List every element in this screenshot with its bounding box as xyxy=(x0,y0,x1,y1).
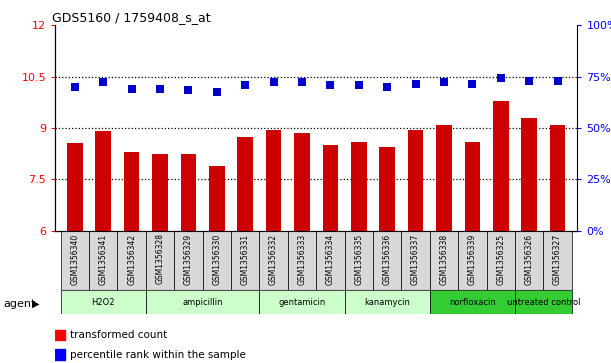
Bar xyxy=(294,133,310,231)
Point xyxy=(552,78,562,84)
Point xyxy=(70,84,80,90)
Bar xyxy=(345,290,430,314)
Bar xyxy=(174,231,203,290)
Bar xyxy=(373,231,401,290)
Bar xyxy=(266,130,282,231)
Bar xyxy=(493,101,508,231)
Point xyxy=(467,81,477,86)
Text: gentamicin: gentamicin xyxy=(279,298,326,307)
Bar xyxy=(521,118,537,231)
Point xyxy=(212,89,222,95)
Text: GSM1356328: GSM1356328 xyxy=(156,233,164,285)
Text: GSM1356327: GSM1356327 xyxy=(553,233,562,285)
Point xyxy=(439,79,449,85)
Bar xyxy=(89,231,117,290)
Bar xyxy=(55,330,65,340)
Text: GSM1356334: GSM1356334 xyxy=(326,233,335,285)
Bar xyxy=(152,154,168,231)
Bar xyxy=(486,231,515,290)
Text: GSM1356342: GSM1356342 xyxy=(127,233,136,285)
Point xyxy=(297,79,307,85)
Bar xyxy=(515,290,572,314)
Bar xyxy=(430,290,515,314)
Text: ampicillin: ampicillin xyxy=(182,298,223,307)
Bar xyxy=(124,152,139,231)
Bar xyxy=(458,231,486,290)
Bar xyxy=(55,349,65,360)
Point xyxy=(240,82,250,88)
Text: GSM1356326: GSM1356326 xyxy=(525,233,533,285)
Text: GSM1356333: GSM1356333 xyxy=(298,233,307,285)
Bar xyxy=(543,231,572,290)
Bar xyxy=(146,290,260,314)
Bar xyxy=(260,290,345,314)
Bar xyxy=(288,231,316,290)
Point xyxy=(524,78,534,84)
Text: kanamycin: kanamycin xyxy=(364,298,410,307)
Text: GSM1356332: GSM1356332 xyxy=(269,233,278,285)
Bar xyxy=(60,231,89,290)
Text: GSM1356325: GSM1356325 xyxy=(496,233,505,285)
Bar xyxy=(550,125,565,231)
Bar xyxy=(351,142,367,231)
Point xyxy=(411,81,420,86)
Bar xyxy=(238,136,253,231)
Text: ▶: ▶ xyxy=(32,299,39,309)
Point xyxy=(354,82,364,88)
Bar xyxy=(515,231,543,290)
Text: GSM1356341: GSM1356341 xyxy=(99,233,108,285)
Text: GSM1356338: GSM1356338 xyxy=(439,233,448,285)
Text: GSM1356337: GSM1356337 xyxy=(411,233,420,285)
Bar xyxy=(464,142,480,231)
Text: agent: agent xyxy=(3,299,35,309)
Bar xyxy=(209,166,225,231)
Bar xyxy=(60,290,146,314)
Bar xyxy=(117,231,146,290)
Text: GSM1356335: GSM1356335 xyxy=(354,233,364,285)
Bar xyxy=(436,125,452,231)
Text: GDS5160 / 1759408_s_at: GDS5160 / 1759408_s_at xyxy=(53,11,211,24)
Point xyxy=(98,79,108,85)
Bar xyxy=(345,231,373,290)
Bar xyxy=(316,231,345,290)
Text: GSM1356339: GSM1356339 xyxy=(468,233,477,285)
Bar xyxy=(408,130,423,231)
Bar xyxy=(203,231,231,290)
Text: H2O2: H2O2 xyxy=(92,298,115,307)
Text: transformed count: transformed count xyxy=(70,330,167,340)
Point xyxy=(183,87,193,93)
Point xyxy=(496,76,506,81)
Text: GSM1356330: GSM1356330 xyxy=(212,233,221,285)
Text: percentile rank within the sample: percentile rank within the sample xyxy=(70,350,246,360)
Bar xyxy=(146,231,174,290)
Bar xyxy=(67,143,82,231)
Text: GSM1356336: GSM1356336 xyxy=(382,233,392,285)
Text: untreated control: untreated control xyxy=(507,298,580,307)
Text: GSM1356329: GSM1356329 xyxy=(184,233,193,285)
Bar xyxy=(401,231,430,290)
Text: GSM1356340: GSM1356340 xyxy=(70,233,79,285)
Bar xyxy=(181,154,196,231)
Point xyxy=(326,82,335,88)
Text: norfloxacin: norfloxacin xyxy=(449,298,496,307)
Point xyxy=(382,84,392,90)
Bar xyxy=(231,231,260,290)
Point xyxy=(126,86,136,91)
Point xyxy=(269,79,279,85)
Text: GSM1356331: GSM1356331 xyxy=(241,233,250,285)
Bar xyxy=(430,231,458,290)
Bar xyxy=(95,131,111,231)
Point xyxy=(155,86,165,91)
Bar xyxy=(323,145,338,231)
Bar xyxy=(379,147,395,231)
Bar xyxy=(260,231,288,290)
